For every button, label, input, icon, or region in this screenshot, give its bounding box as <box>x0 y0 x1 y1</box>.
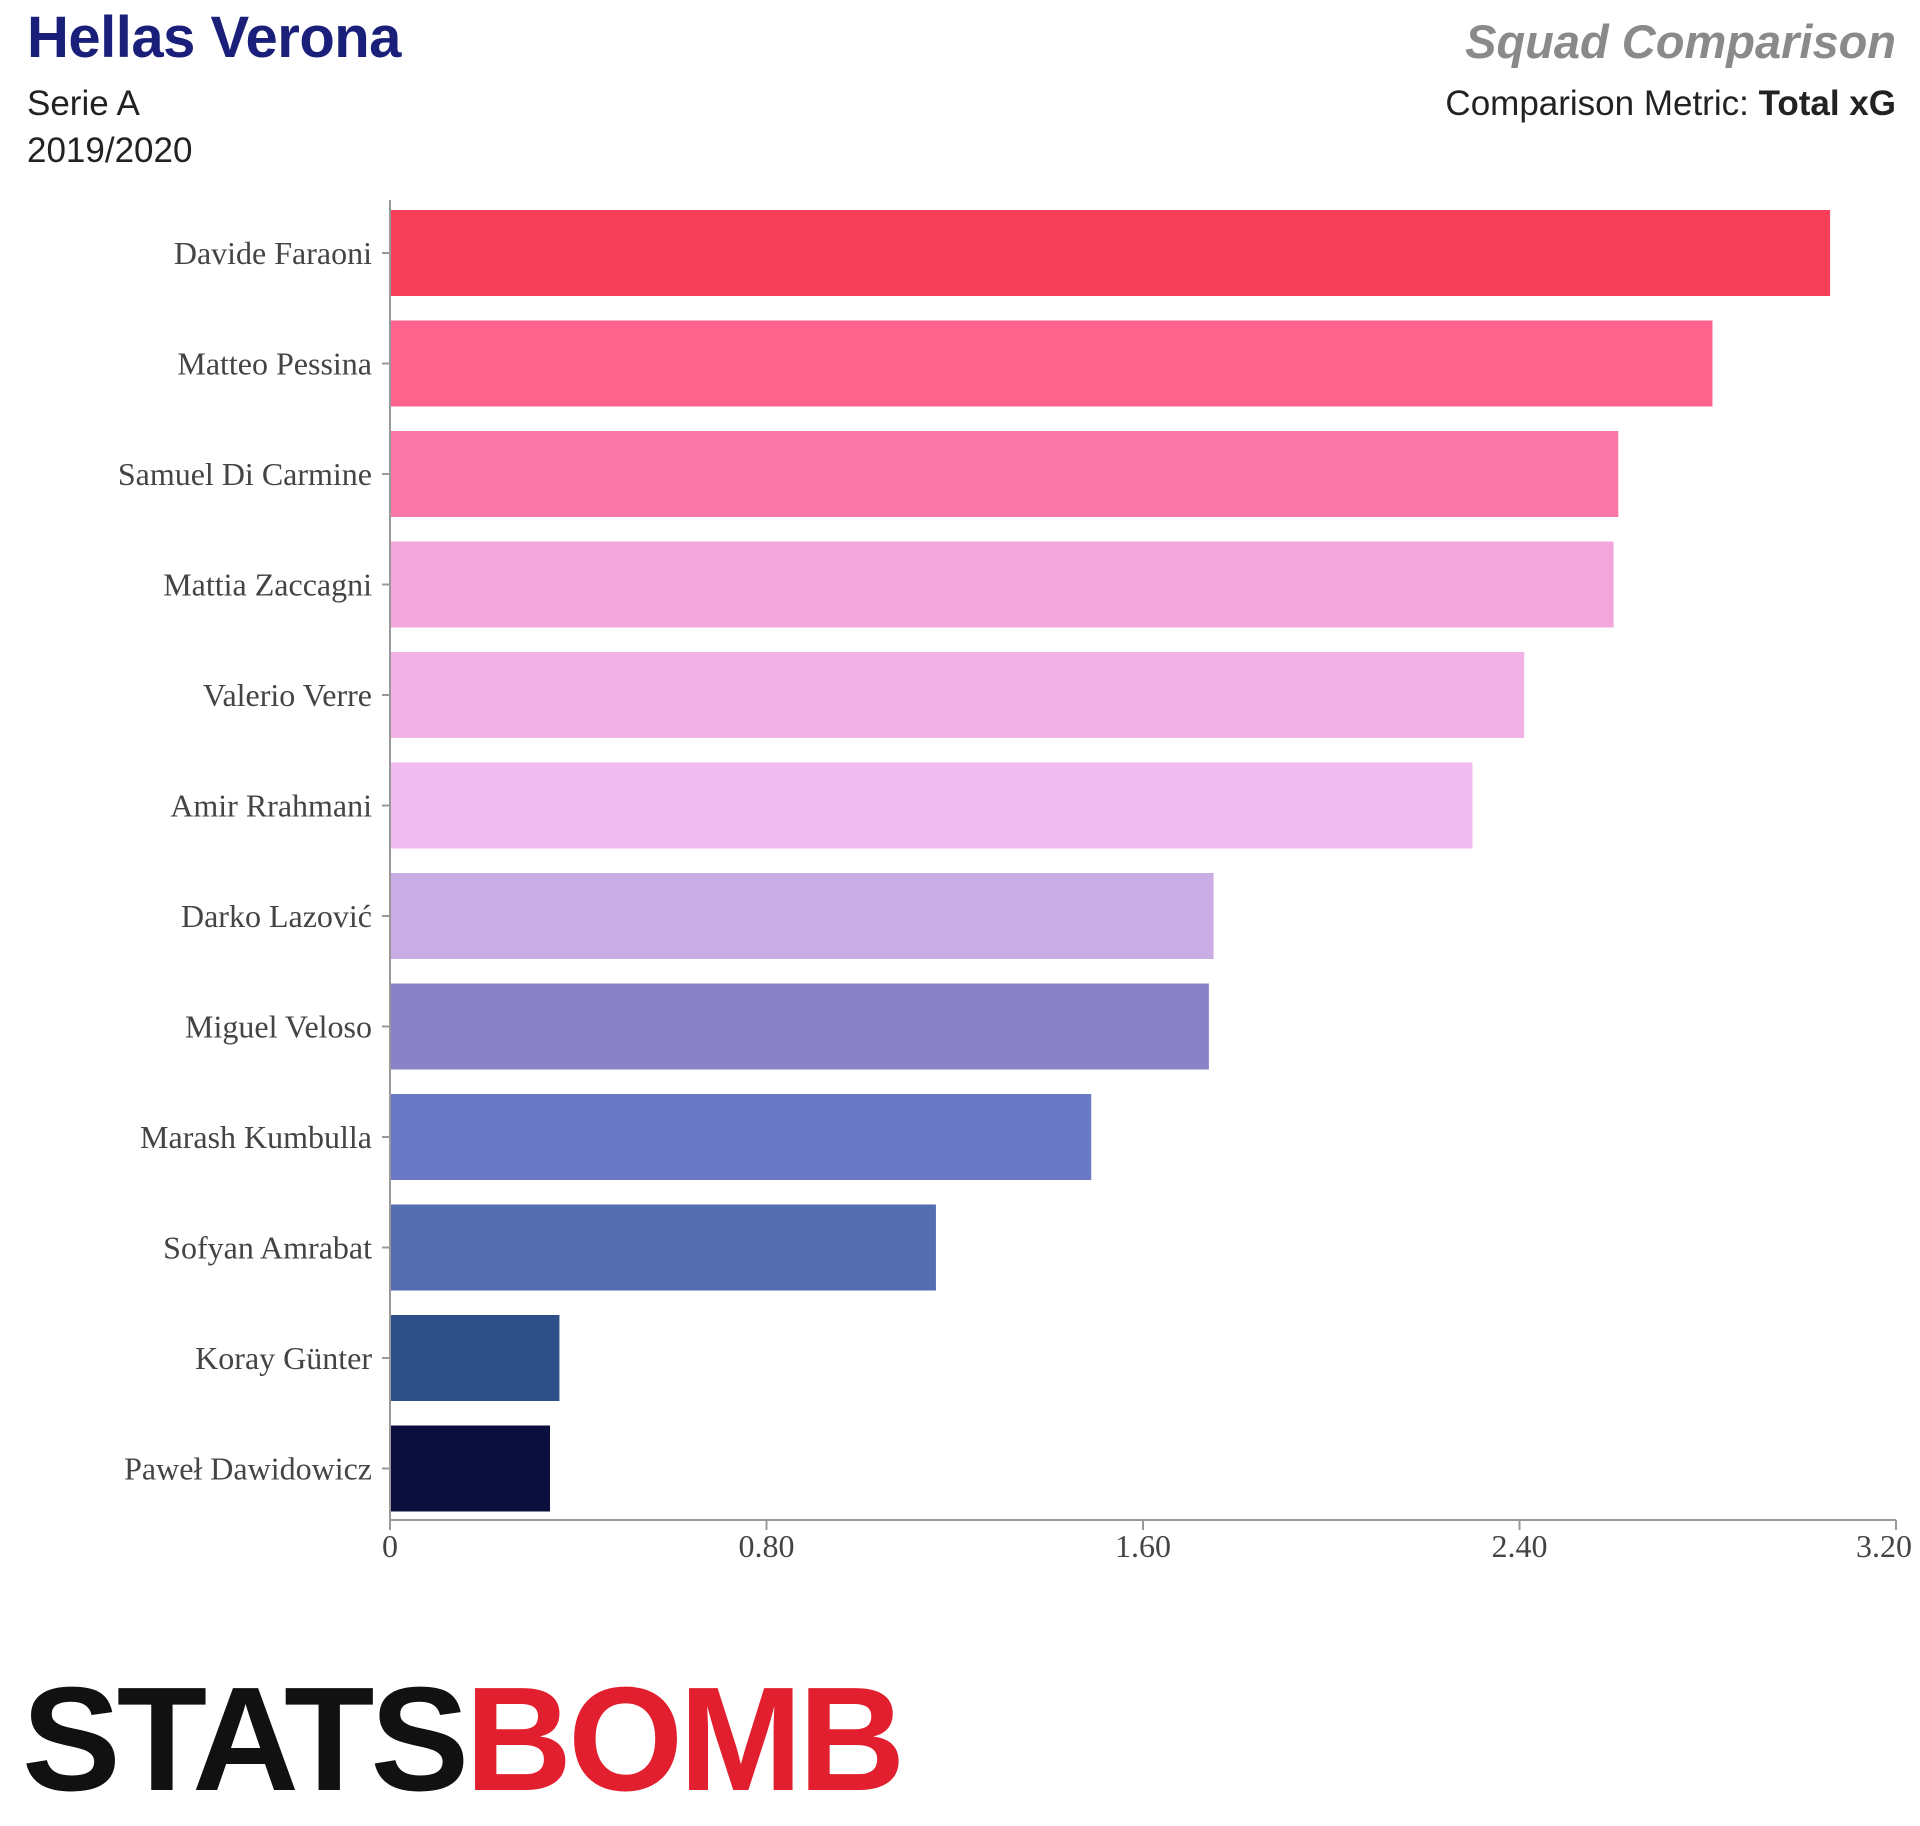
competition-label: Serie A <box>27 84 140 123</box>
x-tick-label: 0.80 <box>739 1528 795 1564</box>
team-title: Hellas Verona <box>27 5 401 70</box>
logo-text-dark: STATS <box>22 1657 469 1822</box>
x-ticks-group: 0 0.80 1.60 2.40 3.20 <box>382 1520 1912 1564</box>
bar <box>390 320 1713 407</box>
category-label: Miguel Veloso <box>185 1009 372 1045</box>
bar <box>390 210 1831 296</box>
category-label: Darko Lazović <box>181 898 372 934</box>
metric-name: Total xG <box>1758 84 1896 123</box>
bar <box>390 983 1209 1070</box>
bar <box>390 1315 560 1401</box>
bar <box>390 762 1473 849</box>
category-label: Amir Rrahmani <box>170 788 372 824</box>
bar <box>390 431 1619 517</box>
bar <box>390 1094 1092 1180</box>
category-label: Koray Günter <box>195 1340 372 1376</box>
category-label: Matteo Pessina <box>177 346 372 382</box>
metric-line: Comparison Metric: Total xG <box>1445 84 1896 124</box>
bar <box>390 1204 936 1291</box>
category-labels-group: Davide Faraoni Matteo Pessina Samuel Di Ca… <box>118 235 390 1487</box>
category-label: Valerio Verre <box>203 677 372 713</box>
metric-prefix: Comparison Metric: <box>1445 84 1749 123</box>
category-label: Davide Faraoni <box>174 235 372 271</box>
x-tick-label: 0 <box>382 1528 398 1564</box>
statsbomb-logo: STATSBOMB <box>22 1666 905 1814</box>
season-label: 2019/2020 <box>27 131 193 170</box>
x-tick-label: 2.40 <box>1492 1528 1548 1564</box>
category-label: Paweł Dawidowicz <box>124 1451 372 1487</box>
bar <box>390 1425 551 1512</box>
bar <box>390 541 1614 628</box>
bars-group <box>390 210 1831 1512</box>
bar <box>390 652 1525 738</box>
category-label: Mattia Zaccagni <box>163 567 372 603</box>
logo-text-red: BOMB <box>465 1657 905 1822</box>
comparison-title: Squad Comparison <box>1465 15 1896 68</box>
category-label: Sofyan Amrabat <box>163 1230 372 1266</box>
bar <box>390 873 1214 959</box>
bar-chart: Davide Faraoni Matteo Pessina Samuel Di Ca… <box>118 200 1912 1564</box>
category-label: Samuel Di Carmine <box>118 456 372 492</box>
category-label: Marash Kumbulla <box>140 1119 372 1155</box>
x-tick-label: 3.20 <box>1856 1528 1912 1564</box>
x-tick-label: 1.60 <box>1115 1528 1171 1564</box>
